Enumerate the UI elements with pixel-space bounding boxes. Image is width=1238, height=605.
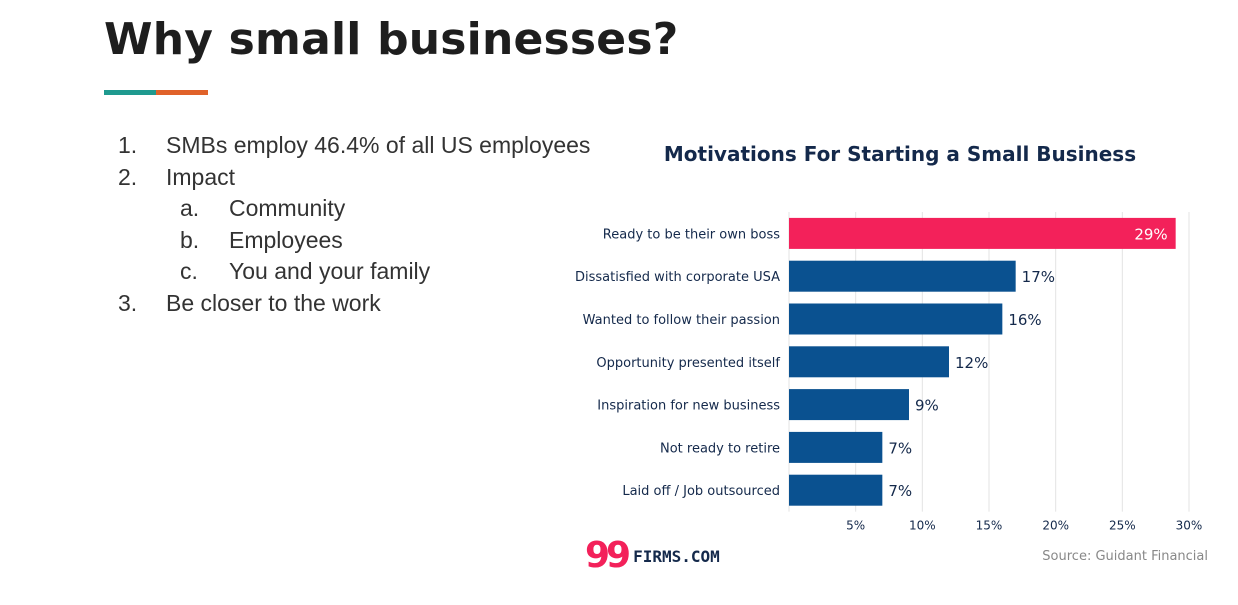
title-accent-teal <box>104 90 156 95</box>
list-letter: b. <box>180 226 200 253</box>
bar <box>789 389 909 421</box>
x-tick-label: 20% <box>1042 519 1069 530</box>
logo-number: 99 <box>585 535 631 576</box>
x-tick-label: 15% <box>976 519 1003 530</box>
logo: 99 FIRMS.COM <box>585 538 720 574</box>
category-label: Opportunity presented itself <box>596 356 780 371</box>
list-text: Community <box>229 195 346 221</box>
list-text: You and your family <box>229 258 431 284</box>
data-label: 12% <box>955 354 988 372</box>
list-number: 2. <box>118 163 138 190</box>
data-label: 17% <box>1022 268 1055 286</box>
category-label: Not ready to retire <box>660 441 780 456</box>
list-text: SMBs employ 46.4% of all US employees <box>166 132 591 158</box>
category-label: Laid off / Job outsourced <box>622 484 780 499</box>
list-number: 1. <box>118 132 138 158</box>
data-label: 7% <box>888 439 912 457</box>
x-tick-label: 10% <box>909 519 936 530</box>
list-text: Impact <box>166 163 236 190</box>
bar <box>789 346 949 378</box>
bar <box>789 303 1003 335</box>
slide-title: Why small businesses? <box>104 14 679 65</box>
chart-title: Motivations For Starting a Small Busines… <box>663 142 1137 166</box>
data-label: 7% <box>888 482 912 500</box>
data-label: 29% <box>1134 225 1167 243</box>
data-label: 9% <box>915 397 939 415</box>
bar <box>789 431 883 463</box>
list-text: Be closer to the work <box>166 289 381 316</box>
x-tick-label: 5% <box>846 519 865 530</box>
category-label: Inspiration for new business <box>597 399 780 414</box>
bar <box>789 260 1016 292</box>
category-label: Wanted to follow their passion <box>583 313 780 328</box>
list-letter: c. <box>180 258 198 284</box>
category-label: Ready to be their own boss <box>603 227 780 242</box>
list-text: Employees <box>229 226 343 253</box>
bar <box>789 217 1176 249</box>
x-tick-label: 30% <box>1176 519 1203 530</box>
source-note: Source: Guidant Financial <box>1042 549 1208 564</box>
list-number: 3. <box>118 289 138 316</box>
logo-text: FIRMS.COM <box>633 546 720 566</box>
bar-chart: Ready to be their own boss 29% Dissatisfie… <box>575 212 1203 530</box>
title-accent-orange <box>156 90 208 95</box>
data-label: 16% <box>1008 311 1041 329</box>
bar <box>789 474 883 506</box>
x-tick-label: 25% <box>1109 519 1136 530</box>
list-letter: a. <box>180 195 200 221</box>
category-label: Dissatisfied with corporate USA <box>575 270 780 285</box>
